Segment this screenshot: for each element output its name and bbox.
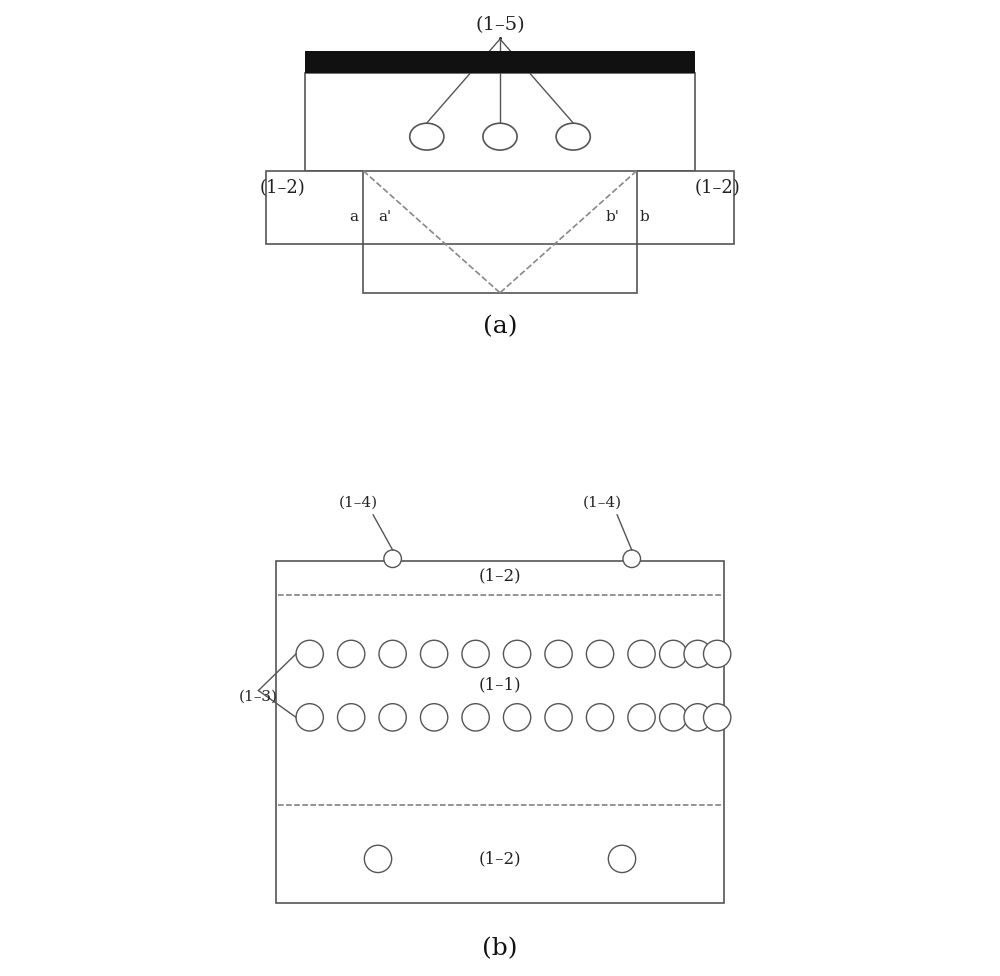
Bar	[363, 244, 637, 293]
Bar	[266, 171, 363, 244]
Circle shape	[379, 704, 406, 731]
Circle shape	[462, 704, 489, 731]
Circle shape	[296, 640, 323, 668]
Text: (1–1): (1–1)	[479, 676, 521, 693]
Circle shape	[296, 704, 323, 731]
Text: (1–2): (1–2)	[479, 850, 521, 868]
Circle shape	[337, 640, 365, 668]
Circle shape	[337, 704, 365, 731]
Circle shape	[608, 845, 636, 873]
Bar	[637, 171, 734, 244]
Text: a: a	[349, 210, 358, 224]
Circle shape	[684, 704, 711, 731]
Ellipse shape	[556, 123, 590, 150]
Circle shape	[703, 704, 731, 731]
Circle shape	[420, 704, 448, 731]
Circle shape	[384, 549, 401, 567]
Circle shape	[628, 704, 655, 731]
Circle shape	[703, 640, 731, 668]
Text: (1–4): (1–4)	[339, 496, 378, 509]
Circle shape	[628, 640, 655, 668]
Text: (1–5): (1–5)	[475, 17, 525, 34]
Circle shape	[586, 704, 614, 731]
Text: (1–4): (1–4)	[583, 496, 622, 509]
Circle shape	[660, 704, 687, 731]
Text: (1–2): (1–2)	[260, 179, 306, 197]
Text: (a): (a)	[483, 315, 517, 339]
Circle shape	[545, 704, 572, 731]
Circle shape	[660, 640, 687, 668]
Circle shape	[503, 704, 531, 731]
Bar	[305, 73, 695, 171]
Circle shape	[545, 640, 572, 668]
Circle shape	[379, 640, 406, 668]
Bar	[305, 52, 695, 73]
Ellipse shape	[483, 123, 517, 150]
Ellipse shape	[410, 123, 444, 150]
Text: a': a'	[378, 210, 391, 224]
Circle shape	[364, 845, 392, 873]
Text: (1–2): (1–2)	[479, 567, 521, 585]
Circle shape	[420, 640, 448, 668]
Text: (1–3): (1–3)	[239, 690, 278, 704]
Text: b: b	[639, 210, 649, 224]
Circle shape	[623, 549, 641, 567]
Circle shape	[586, 640, 614, 668]
Circle shape	[684, 640, 711, 668]
Bar	[276, 561, 724, 903]
Text: b': b'	[606, 210, 620, 224]
Circle shape	[503, 640, 531, 668]
Text: (1–2): (1–2)	[694, 179, 740, 197]
Circle shape	[462, 640, 489, 668]
Text: (b): (b)	[482, 938, 518, 960]
